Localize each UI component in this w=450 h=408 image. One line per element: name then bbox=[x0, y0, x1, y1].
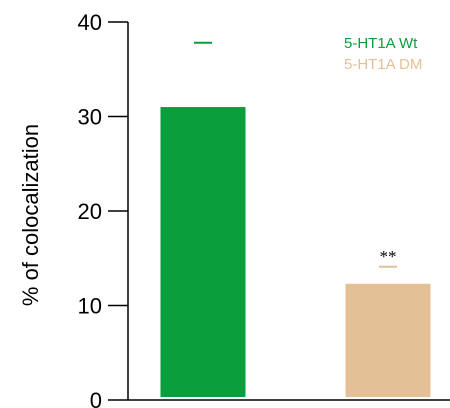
y-axis: 0 10 20 30 40 bbox=[78, 10, 450, 408]
y-tick-label-1: 10 bbox=[78, 294, 102, 319]
legend-entry-1: 5-HT1A DM bbox=[344, 56, 422, 73]
y-tick-label-2: 20 bbox=[78, 199, 102, 224]
y-axis-title: % of colocalization bbox=[18, 124, 43, 306]
y-tick-label-3: 30 bbox=[78, 105, 102, 130]
y-tick-label-0: 0 bbox=[90, 388, 102, 408]
legend: 5-HT1A Wt 5-HT1A DM bbox=[344, 35, 422, 73]
error-bars: ** bbox=[194, 41, 397, 268]
legend-entry-0: 5-HT1A Wt bbox=[344, 35, 418, 52]
significance-label-0: ** bbox=[380, 247, 397, 266]
bar-0-0 bbox=[160, 107, 246, 398]
y-tick-label-4: 40 bbox=[78, 10, 102, 35]
bars bbox=[160, 107, 431, 398]
bar-1-1 bbox=[345, 283, 431, 397]
